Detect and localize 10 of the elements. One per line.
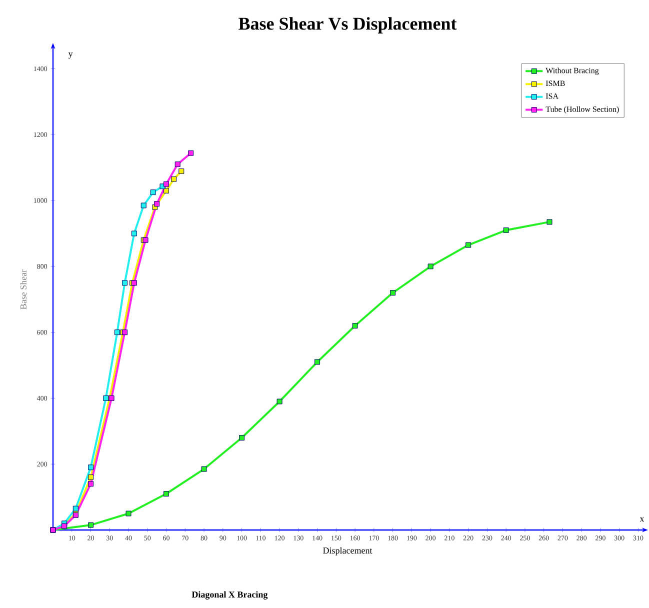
x-axis-title: Displacement — [323, 547, 372, 556]
chart-title: Base Shear Vs Displacement — [238, 17, 457, 34]
legend-label: ISA — [546, 93, 558, 99]
legend-label: Tube (Hollow Section) — [546, 106, 619, 114]
annotation: y — [68, 52, 73, 59]
legend-label: Without Bracing — [546, 68, 599, 75]
y-axis-title: Base Shear — [20, 269, 26, 310]
text: Diagonal X Bracing — [192, 591, 268, 600]
legend-label: ISMB — [546, 80, 565, 86]
annotation: x — [640, 518, 644, 522]
